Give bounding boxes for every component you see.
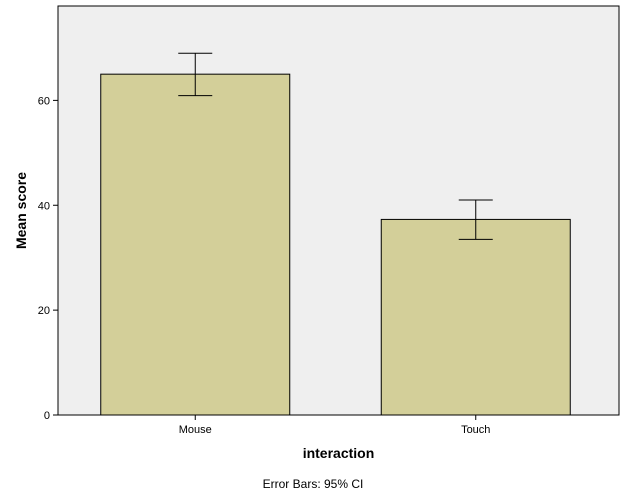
y-tick-label: 40 bbox=[38, 200, 50, 212]
y-axis-title: Mean score bbox=[13, 172, 29, 249]
y-axis: 0 20 40 60 bbox=[38, 95, 58, 422]
y-tick-label: 60 bbox=[38, 95, 50, 107]
bar-touch bbox=[380, 218, 571, 416]
y-tick-label: 20 bbox=[38, 305, 50, 317]
x-tick-label-mouse: Mouse bbox=[179, 424, 212, 436]
x-tick-label-touch: Touch bbox=[461, 424, 490, 436]
error-bars-layer bbox=[178, 52, 493, 240]
x-axis-title: interaction bbox=[303, 445, 375, 461]
bar-mouse bbox=[100, 73, 291, 416]
error-bars-note: Error Bars: 95% CI bbox=[263, 477, 364, 491]
y-tick-label: 0 bbox=[44, 410, 50, 422]
x-axis: Mouse Touch bbox=[179, 415, 490, 436]
